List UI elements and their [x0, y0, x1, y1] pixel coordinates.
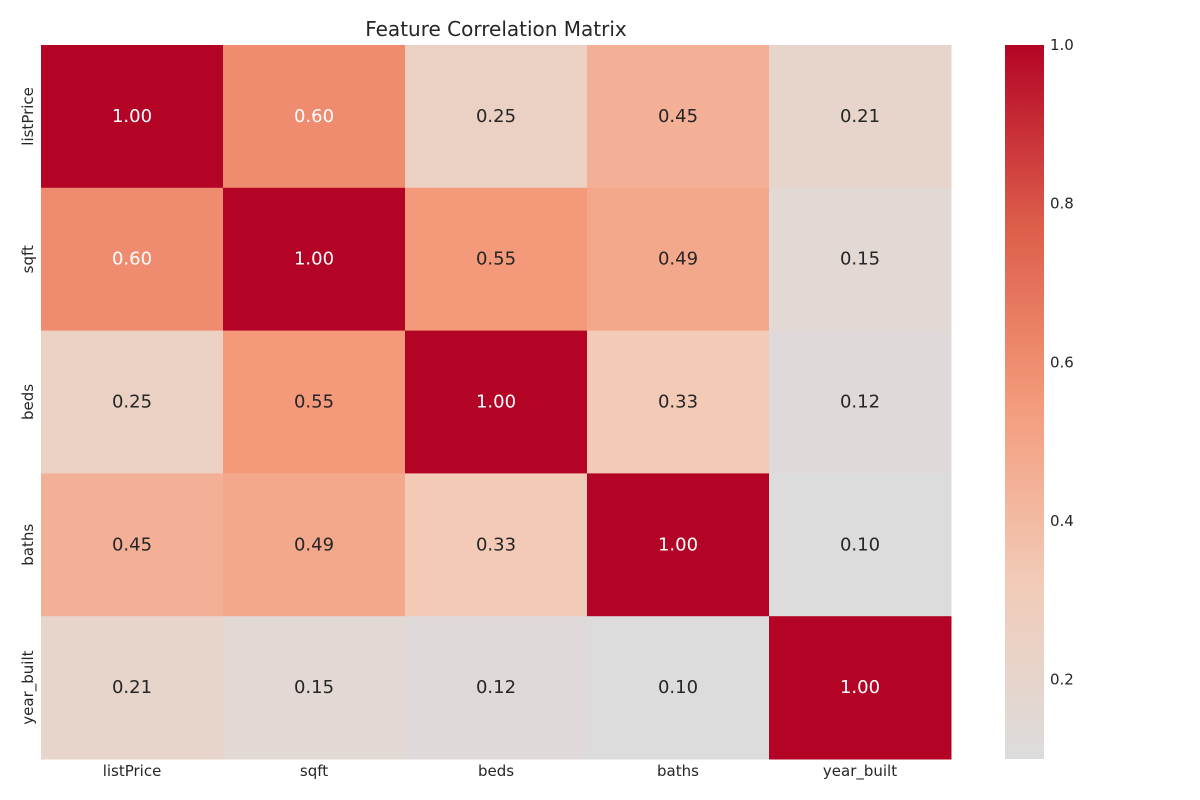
- cell-value-label: 0.33: [658, 392, 698, 413]
- cell-value-label: 0.21: [840, 106, 880, 127]
- cell-value-label: 0.60: [294, 106, 334, 127]
- colorbar-tick-label: 0.4: [1050, 512, 1074, 530]
- cell-value-label: 1.00: [112, 106, 152, 127]
- cell-value-label: 0.49: [658, 249, 698, 270]
- cell-value-label: 0.12: [476, 677, 516, 698]
- chart-title: Feature Correlation Matrix: [365, 17, 627, 41]
- colorbar-tick-labels: 0.2 0.4 0.6 0.8 1.0: [1050, 36, 1074, 689]
- colorbar-tick-label: 0.2: [1050, 671, 1074, 689]
- heatmap-cell: [41, 330, 224, 474]
- heatmap-cell: [41, 45, 224, 189]
- cell-value-label: 1.00: [840, 677, 880, 698]
- y-tick-label: baths: [19, 524, 37, 566]
- cell-value-label: 1.00: [476, 392, 516, 413]
- cell-value-label: 0.45: [658, 106, 698, 127]
- x-tick-label: year_built: [823, 762, 897, 781]
- heatmap-cell: [41, 616, 224, 760]
- y-tick-label: year_built: [19, 650, 38, 724]
- colorbar-tick-label: 1.0: [1050, 36, 1074, 54]
- x-axis-tick-labels: listPrice sqft beds baths year_built: [103, 762, 898, 781]
- x-tick-label: sqft: [300, 762, 328, 780]
- y-tick-label: listPrice: [19, 87, 37, 146]
- heatmap-cell: [223, 473, 406, 617]
- x-tick-label: beds: [478, 762, 514, 780]
- cell-value-label: 1.00: [658, 534, 698, 555]
- heatmap-cell: [587, 187, 770, 332]
- colorbar: 0.2 0.4 0.6 0.8 1.0: [1005, 36, 1074, 759]
- x-tick-label: baths: [657, 762, 699, 780]
- colorbar-tick-label: 0.6: [1050, 353, 1074, 371]
- cell-value-label: 0.10: [658, 677, 698, 698]
- cell-value-label: 0.45: [112, 534, 152, 555]
- cell-annotations: 1.00 0.60 0.25 0.45 0.21 0.60 1.00 0.55 0.49 0.15…: [112, 106, 880, 698]
- heatmap-cell: [405, 616, 588, 760]
- heatmap-cell: [405, 187, 588, 332]
- heatmap-cell: [769, 616, 952, 760]
- y-tick-label: beds: [19, 384, 37, 420]
- x-tick-label: listPrice: [103, 762, 162, 780]
- cell-value-label: 0.60: [112, 249, 152, 270]
- heatmap-cell: [769, 473, 952, 617]
- cell-value-label: 0.25: [112, 392, 152, 413]
- heatmap-cell: [405, 330, 588, 474]
- y-axis-tick-labels: listPrice sqft beds baths year_built: [19, 87, 38, 725]
- cell-value-label: 0.15: [840, 249, 880, 270]
- cell-value-label: 1.00: [294, 249, 334, 270]
- heatmap-cell: [223, 45, 406, 189]
- heatmap-cell: [587, 330, 770, 474]
- heatmap-cell: [587, 45, 770, 189]
- cell-value-label: 0.25: [476, 106, 516, 127]
- cell-value-label: 0.33: [476, 534, 516, 555]
- heatmap-cell: [769, 330, 952, 474]
- heatmap-cell: [223, 330, 406, 474]
- colorbar-tick-label: 0.8: [1050, 195, 1074, 213]
- heatmap-cell: [587, 473, 770, 617]
- cell-value-label: 0.55: [294, 392, 334, 413]
- cell-value-label: 0.21: [112, 677, 152, 698]
- heatmap-cell: [587, 616, 770, 760]
- cell-value-label: 0.12: [840, 392, 880, 413]
- cell-value-label: 0.15: [294, 677, 334, 698]
- cell-value-label: 0.55: [476, 249, 516, 270]
- cell-value-label: 0.10: [840, 534, 880, 555]
- heatmap-cells: [41, 45, 952, 760]
- heatmap-cell: [405, 45, 588, 189]
- y-tick-label: sqft: [19, 245, 37, 273]
- heatmap-cell: [223, 616, 406, 760]
- heatmap-cell: [405, 473, 588, 617]
- heatmap-cell: [41, 187, 224, 332]
- colorbar-gradient: [1005, 45, 1044, 759]
- heatmap-cell: [41, 473, 224, 617]
- cell-value-label: 0.49: [294, 534, 334, 555]
- heatmap-cell: [769, 187, 952, 332]
- heatmap-cell: [223, 187, 406, 332]
- heatmap-cell: [769, 45, 952, 189]
